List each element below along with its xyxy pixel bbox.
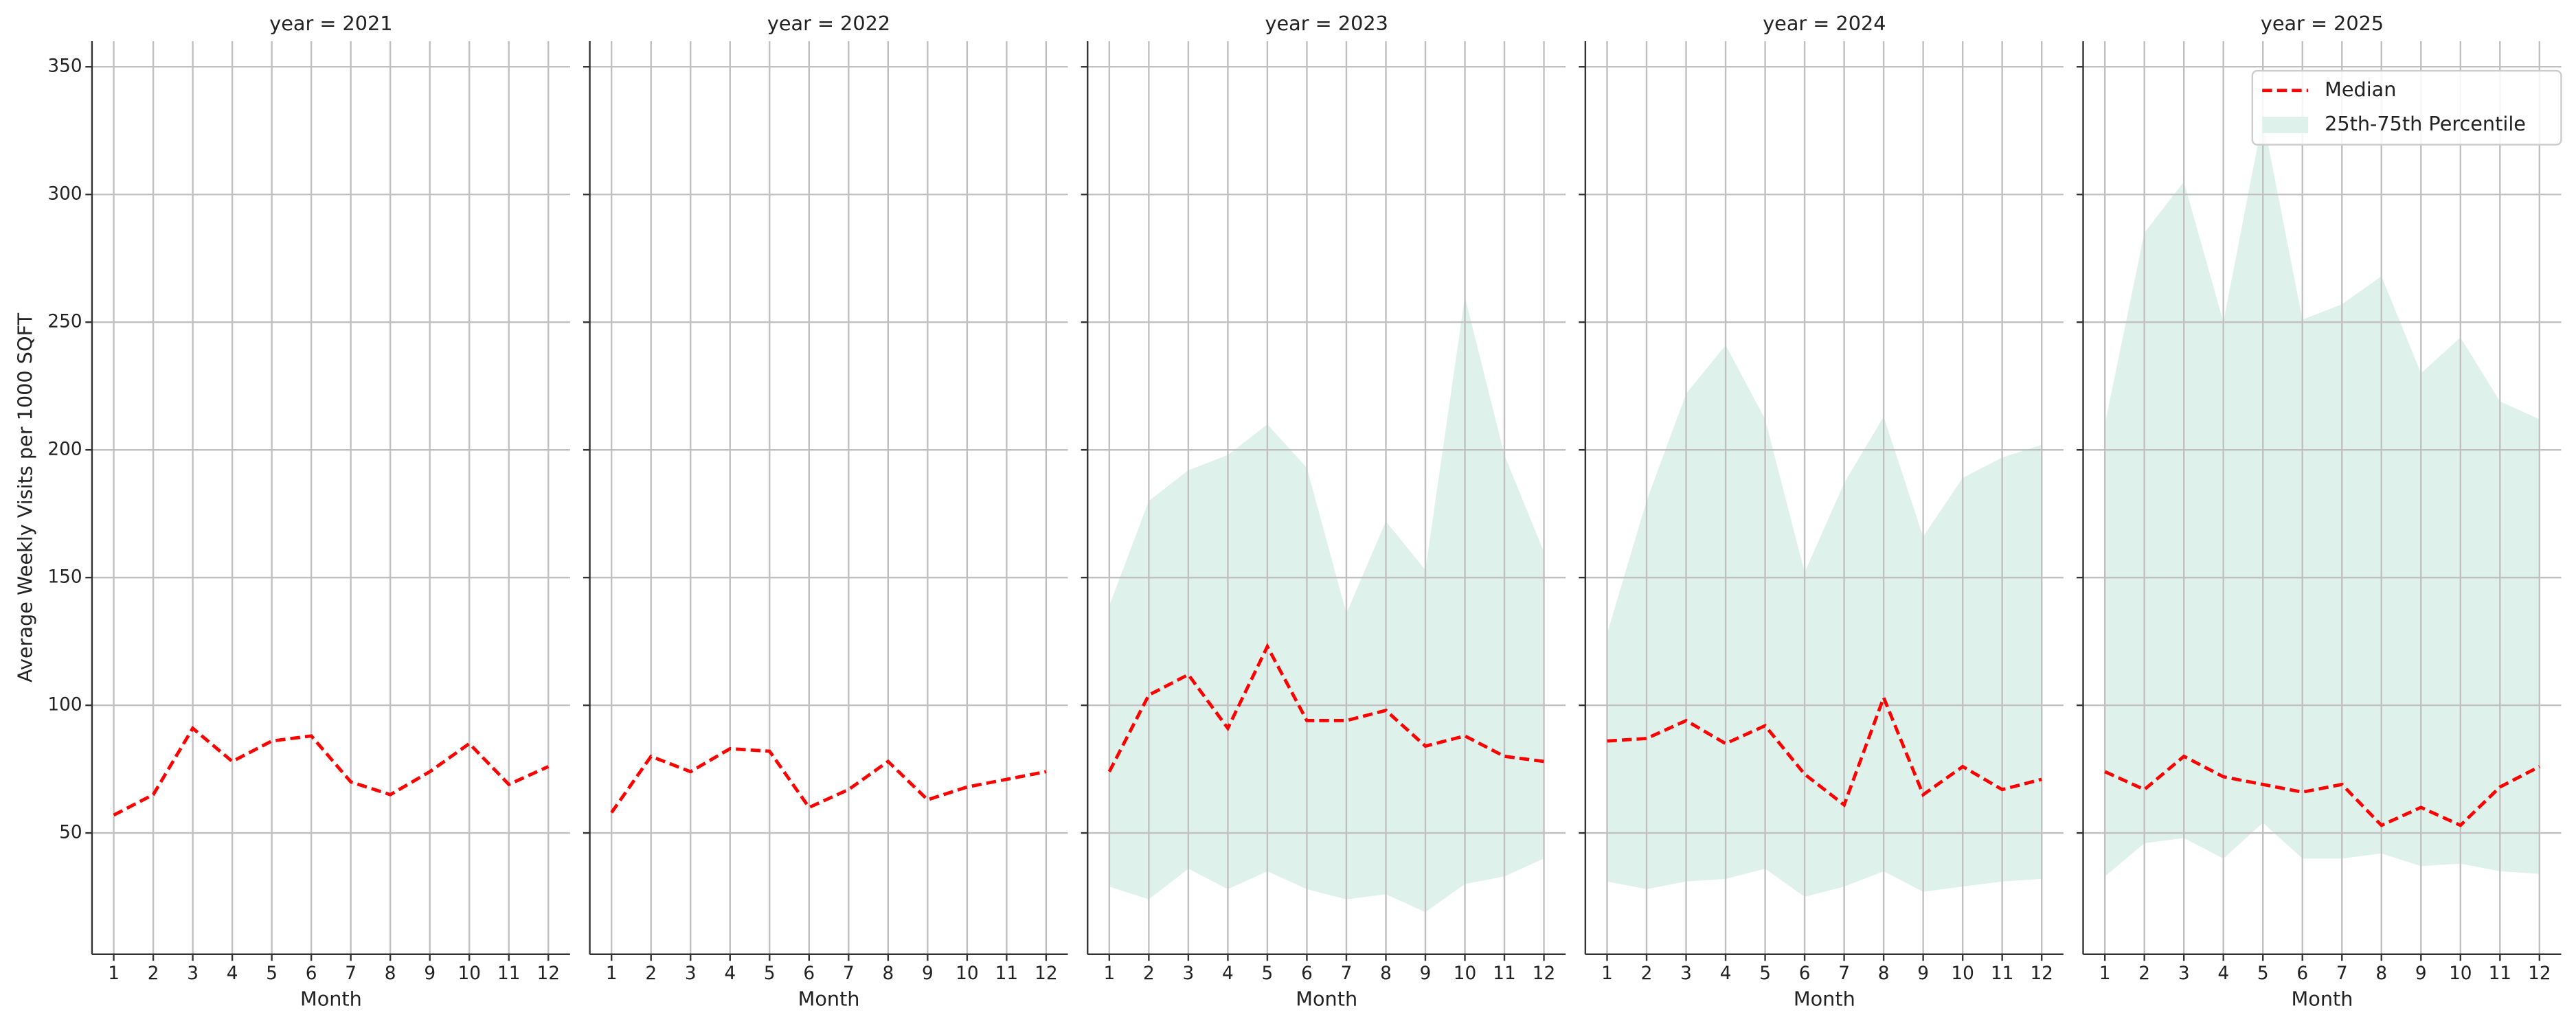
panel-title: year = 2024 (1763, 12, 1886, 35)
y-tick-label: 350 (47, 56, 82, 77)
x-tick-label: 3 (2178, 963, 2190, 984)
x-tick-label: 6 (803, 963, 815, 984)
x-tick-label: 4 (724, 963, 736, 984)
legend-box (2251, 69, 2562, 146)
x-tick-label: 10 (457, 963, 480, 984)
x-tick-label: 12 (537, 963, 560, 984)
x-tick-label: 8 (1380, 963, 1392, 984)
x-tick-label: 4 (2217, 963, 2229, 984)
x-tick-label: 4 (1222, 963, 1234, 984)
x-tick-label: 10 (1951, 963, 1974, 984)
x-tick-label: 2 (2138, 963, 2150, 984)
x-tick-label: 11 (995, 963, 1018, 984)
x-tick-label: 11 (1493, 963, 1515, 984)
x-tick-label: 10 (1454, 963, 1476, 984)
x-tick-label: 1 (2099, 963, 2111, 984)
x-axis-label: Month (2292, 987, 2353, 1011)
x-tick-label: 5 (2257, 963, 2269, 984)
median-line (1607, 693, 2042, 808)
x-tick-label: 8 (1878, 963, 1890, 984)
x-tick-label: 1 (1601, 963, 1613, 984)
x-tick-label: 7 (2336, 963, 2348, 984)
y-tick-label: 250 (47, 312, 82, 332)
panel-title: year = 2025 (2261, 12, 2384, 35)
x-tick-label: 5 (764, 963, 776, 984)
percentile-band (2105, 117, 2540, 877)
x-tick-label: 6 (1301, 963, 1313, 984)
x-tick-label: 2 (1143, 963, 1155, 984)
x-tick-label: 7 (1838, 963, 1850, 984)
y-tick-label: 150 (47, 567, 82, 588)
x-tick-label: 6 (2296, 963, 2308, 984)
x-tick-label: 3 (1680, 963, 1692, 984)
x-tick-label: 10 (956, 963, 978, 984)
x-tick-label: 11 (1991, 963, 2013, 984)
x-tick-label: 5 (1759, 963, 1771, 984)
x-tick-label: 6 (1799, 963, 1811, 984)
percentile-band (1109, 296, 1544, 913)
x-tick-label: 12 (1035, 963, 1057, 984)
x-tick-label: 12 (2030, 963, 2053, 984)
x-tick-label: 1 (606, 963, 618, 984)
median-line (610, 746, 1047, 814)
panel-title: year = 2022 (767, 12, 890, 35)
x-tick-label: 11 (2489, 963, 2511, 984)
y-tick-label: 50 (59, 823, 82, 843)
x-axis-label: Month (798, 987, 860, 1011)
x-tick-label: 8 (882, 963, 894, 984)
y-tick-label: 300 (47, 184, 82, 205)
x-tick-label: 3 (1183, 963, 1195, 984)
x-tick-label: 6 (306, 963, 317, 984)
y-axis-label: Average Weekly Visits per 1000 SQFT (13, 312, 36, 682)
y-tick-label: 100 (47, 695, 82, 716)
x-tick-label: 3 (685, 963, 697, 984)
x-tick-label: 3 (187, 963, 199, 984)
x-tick-label: 2 (645, 963, 657, 984)
x-tick-label: 5 (266, 963, 278, 984)
x-tick-label: 11 (497, 963, 520, 984)
legend-swatch (2262, 117, 2309, 133)
x-axis-label: Month (1794, 987, 1855, 1011)
y-tick-label: 200 (47, 439, 82, 460)
x-tick-label: 4 (1720, 963, 1732, 984)
x-tick-label: 1 (108, 963, 120, 984)
x-tick-label: 10 (2449, 963, 2472, 984)
legend-label: Median (2325, 78, 2396, 101)
percentile-band (1607, 345, 2042, 897)
x-tick-label: 9 (1917, 963, 1929, 984)
x-tick-label: 4 (227, 963, 238, 984)
legend-label: 25th-75th Percentile (2325, 112, 2526, 135)
x-axis-label: Month (300, 987, 362, 1011)
panel-title: year = 2023 (1265, 12, 1388, 35)
x-tick-label: 9 (2415, 963, 2427, 984)
x-tick-label: 12 (2528, 963, 2551, 984)
median-line (1107, 643, 1544, 772)
x-tick-label: 12 (1533, 963, 1555, 984)
x-axis-label: Month (1296, 987, 1357, 1011)
x-tick-label: 9 (424, 963, 436, 984)
x-tick-label: 2 (1641, 963, 1653, 984)
x-tick-label: 8 (385, 963, 396, 984)
x-tick-label: 8 (2375, 963, 2387, 984)
x-tick-label: 9 (922, 963, 934, 984)
median-line (2104, 754, 2540, 827)
x-tick-label: 5 (1262, 963, 1274, 984)
x-tick-label: 9 (1420, 963, 1432, 984)
x-tick-label: 1 (1103, 963, 1115, 984)
x-tick-label: 7 (1341, 963, 1353, 984)
x-tick-label: 7 (843, 963, 855, 984)
median-line (113, 725, 550, 817)
x-tick-label: 2 (148, 963, 159, 984)
x-tick-label: 7 (345, 963, 357, 984)
panel-title: year = 2021 (269, 12, 392, 35)
